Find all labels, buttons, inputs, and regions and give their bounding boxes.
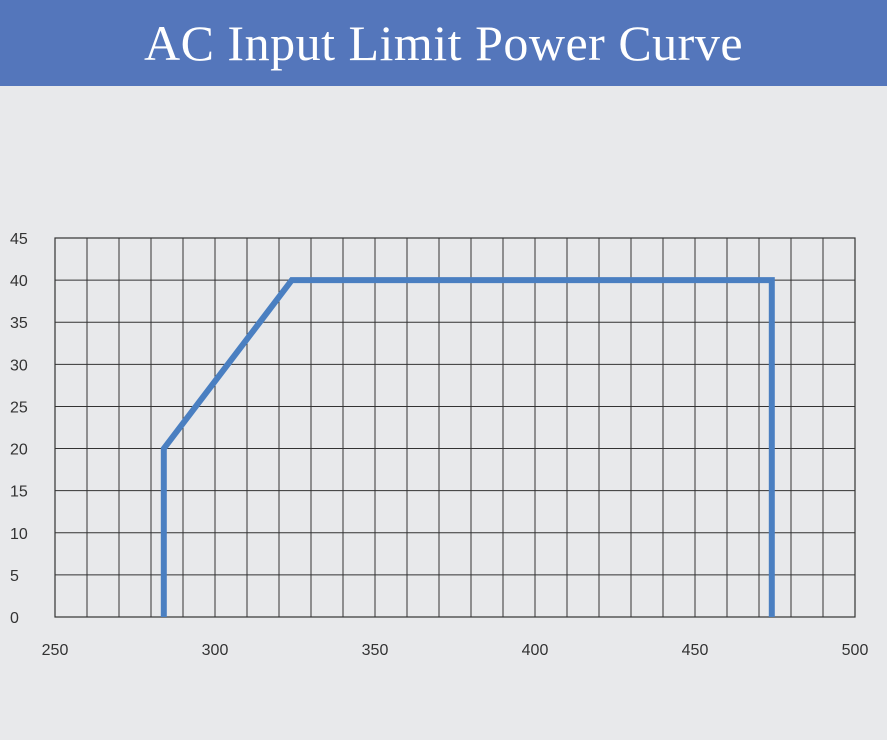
x-tick-label: 250	[42, 642, 69, 659]
plot-frame	[54, 237, 856, 618]
x-tick-label: 450	[682, 642, 709, 659]
y-tick-label: 15	[10, 484, 28, 501]
y-tick-label: 0	[10, 610, 19, 627]
y-tick-label: 20	[10, 442, 28, 459]
x-tick-label: 400	[522, 642, 549, 659]
y-tick-label: 40	[10, 273, 28, 290]
y-tick-label: 35	[10, 315, 28, 332]
x-tick-label: 500	[842, 642, 869, 659]
chart-title: AC Input Limit Power Curve	[143, 15, 744, 71]
x-tick-label: 350	[362, 642, 389, 659]
y-tick-label: 5	[10, 568, 19, 585]
power-curve-line	[160, 277, 775, 617]
title-banner: AC Input Limit Power Curve	[0, 0, 887, 86]
y-tick-label: 45	[10, 231, 28, 248]
y-tick-label: 30	[10, 357, 28, 374]
x-tick-label: 300	[202, 642, 229, 659]
y-tick-label: 25	[10, 399, 28, 416]
y-tick-label: 10	[10, 526, 28, 543]
